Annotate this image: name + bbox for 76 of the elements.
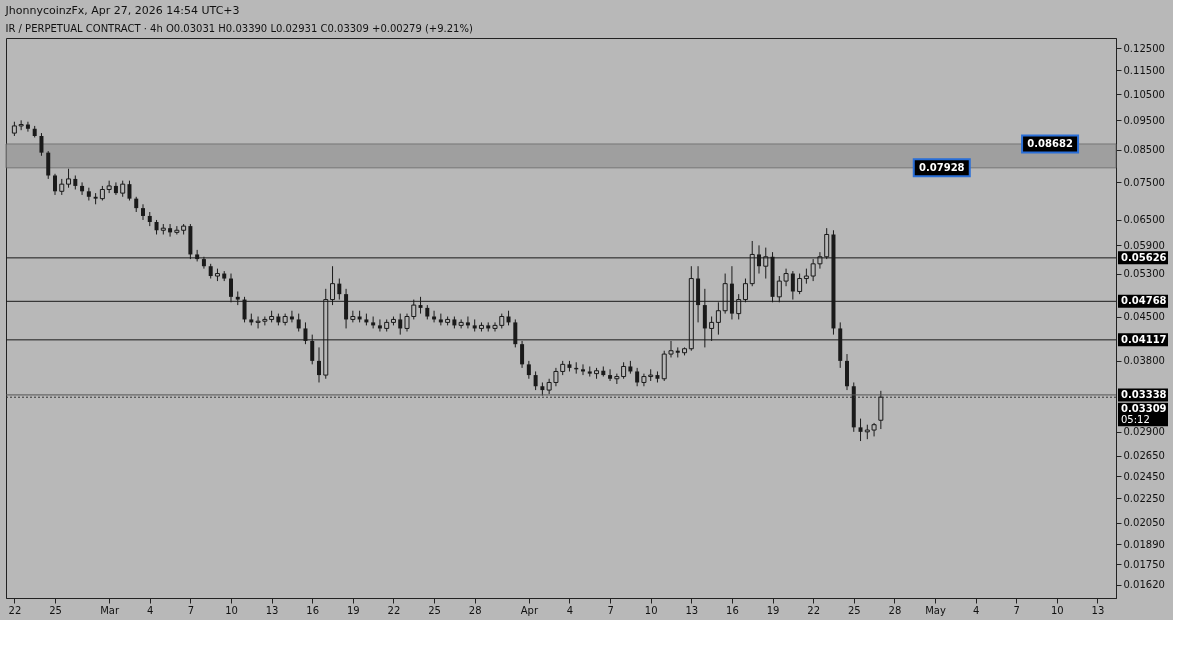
ref-line-label: 0.03338 xyxy=(1121,388,1167,400)
candlestick xyxy=(66,168,72,189)
x-tick-label: 25 xyxy=(428,604,441,616)
y-tick-label: 0.12500 xyxy=(1123,42,1165,54)
candlestick xyxy=(533,370,538,391)
x-tick-label: 13 xyxy=(265,604,279,616)
x-tick-label: 16 xyxy=(306,604,320,616)
y-tick-label: 0.02650 xyxy=(1123,450,1165,462)
candlestick xyxy=(317,346,321,383)
annotation: 0.07928 xyxy=(919,161,965,173)
candlestick xyxy=(398,313,403,336)
x-tick-label: 4 xyxy=(147,604,154,616)
x-tick-label: 19 xyxy=(766,604,780,616)
x-tick-label: 28 xyxy=(468,604,482,616)
x-tick-label: 4 xyxy=(566,604,574,616)
candlestick xyxy=(53,173,57,196)
y-tick-label: 0.03800 xyxy=(1123,355,1165,367)
y-tick-label: 0.07500 xyxy=(1123,176,1165,188)
x-tick-label: 10 xyxy=(644,604,658,616)
y-tick-label: 0.10500 xyxy=(1123,88,1165,100)
x-tick-label: 19 xyxy=(346,604,360,616)
candlestick xyxy=(141,203,145,221)
chart-title: JhonnycoinzFx, Apr 27, 2026 14:54 UTC+3 xyxy=(4,4,240,17)
candlestick xyxy=(465,316,470,329)
candlestick xyxy=(46,150,51,180)
x-tick-label: Apr xyxy=(520,604,539,616)
x-tick-label: 16 xyxy=(726,604,739,616)
y-tick-label: 0.02250 xyxy=(1123,492,1165,504)
candlestick xyxy=(797,273,803,295)
candlestick xyxy=(113,181,118,196)
x-tick-label: May xyxy=(925,604,946,616)
x-tick-label: 10 xyxy=(1050,604,1064,616)
x-tick-label: 22 xyxy=(807,604,821,616)
y-tick-label: 0.02900 xyxy=(1123,426,1165,438)
chart-subtitle: IR / PERPETUAL CONTRACT · 4h O0.03031 H0.03390 L0.02931 C0.03309 +0.00279 (+9.21%) xyxy=(5,23,473,34)
candlestick xyxy=(858,418,863,442)
annotation: 0.08682 xyxy=(1027,137,1073,149)
ref-line-label: 0.03309 xyxy=(1121,403,1167,415)
x-tick-label: 13 xyxy=(685,604,699,616)
y-tick-label: 0.01620 xyxy=(1123,579,1165,591)
text: 05:12 xyxy=(1121,414,1150,426)
x-tick-label: 13 xyxy=(1091,604,1105,616)
y-tick-label: 0.06500 xyxy=(1123,214,1165,226)
ref-line-label: 0.05626 xyxy=(1121,251,1167,263)
y-tick-label: 0.11500 xyxy=(1123,64,1165,76)
x-tick-label: 7 xyxy=(187,604,195,616)
y-tick-label: 0.02050 xyxy=(1123,517,1165,529)
candlestick xyxy=(39,132,44,157)
x-tick-label: 7 xyxy=(1013,604,1020,616)
candlestick xyxy=(635,367,640,387)
candlestick xyxy=(25,121,30,133)
y-tick-label: 0.01750 xyxy=(1123,558,1165,570)
x-tick-label: Mar xyxy=(100,604,120,616)
candlestick xyxy=(127,180,132,202)
x-tick-label: 22 xyxy=(387,604,401,616)
y-tick-label: 0.04500 xyxy=(1123,311,1165,322)
x-tick-label: 7 xyxy=(607,604,614,616)
candlestick xyxy=(878,390,884,430)
x-tick-label: 22 xyxy=(8,604,22,616)
y-tick-label: 0.01890 xyxy=(1123,538,1165,550)
x-tick-label: 10 xyxy=(225,604,238,616)
y-tick-label: 0.09500 xyxy=(1123,114,1165,126)
x-tick-label: 25 xyxy=(847,604,861,616)
y-tick-label: 0.02450 xyxy=(1123,470,1165,482)
y-tick-label: 0.05900 xyxy=(1123,239,1165,251)
candlestick xyxy=(80,181,85,196)
ref-line-label: 0.04117 xyxy=(1121,333,1167,345)
y-tick-label: 0.05300 xyxy=(1123,268,1165,280)
candlestick xyxy=(608,368,613,382)
x-tick-label: 4 xyxy=(972,604,980,616)
x-tick-label: 25 xyxy=(49,604,62,616)
candlestick xyxy=(168,223,173,238)
x-tick-label: 28 xyxy=(888,604,902,616)
candlestick xyxy=(377,318,382,333)
y-tick-label: 0.08500 xyxy=(1123,144,1165,156)
ref-line-label: 0.04768 xyxy=(1121,295,1167,307)
